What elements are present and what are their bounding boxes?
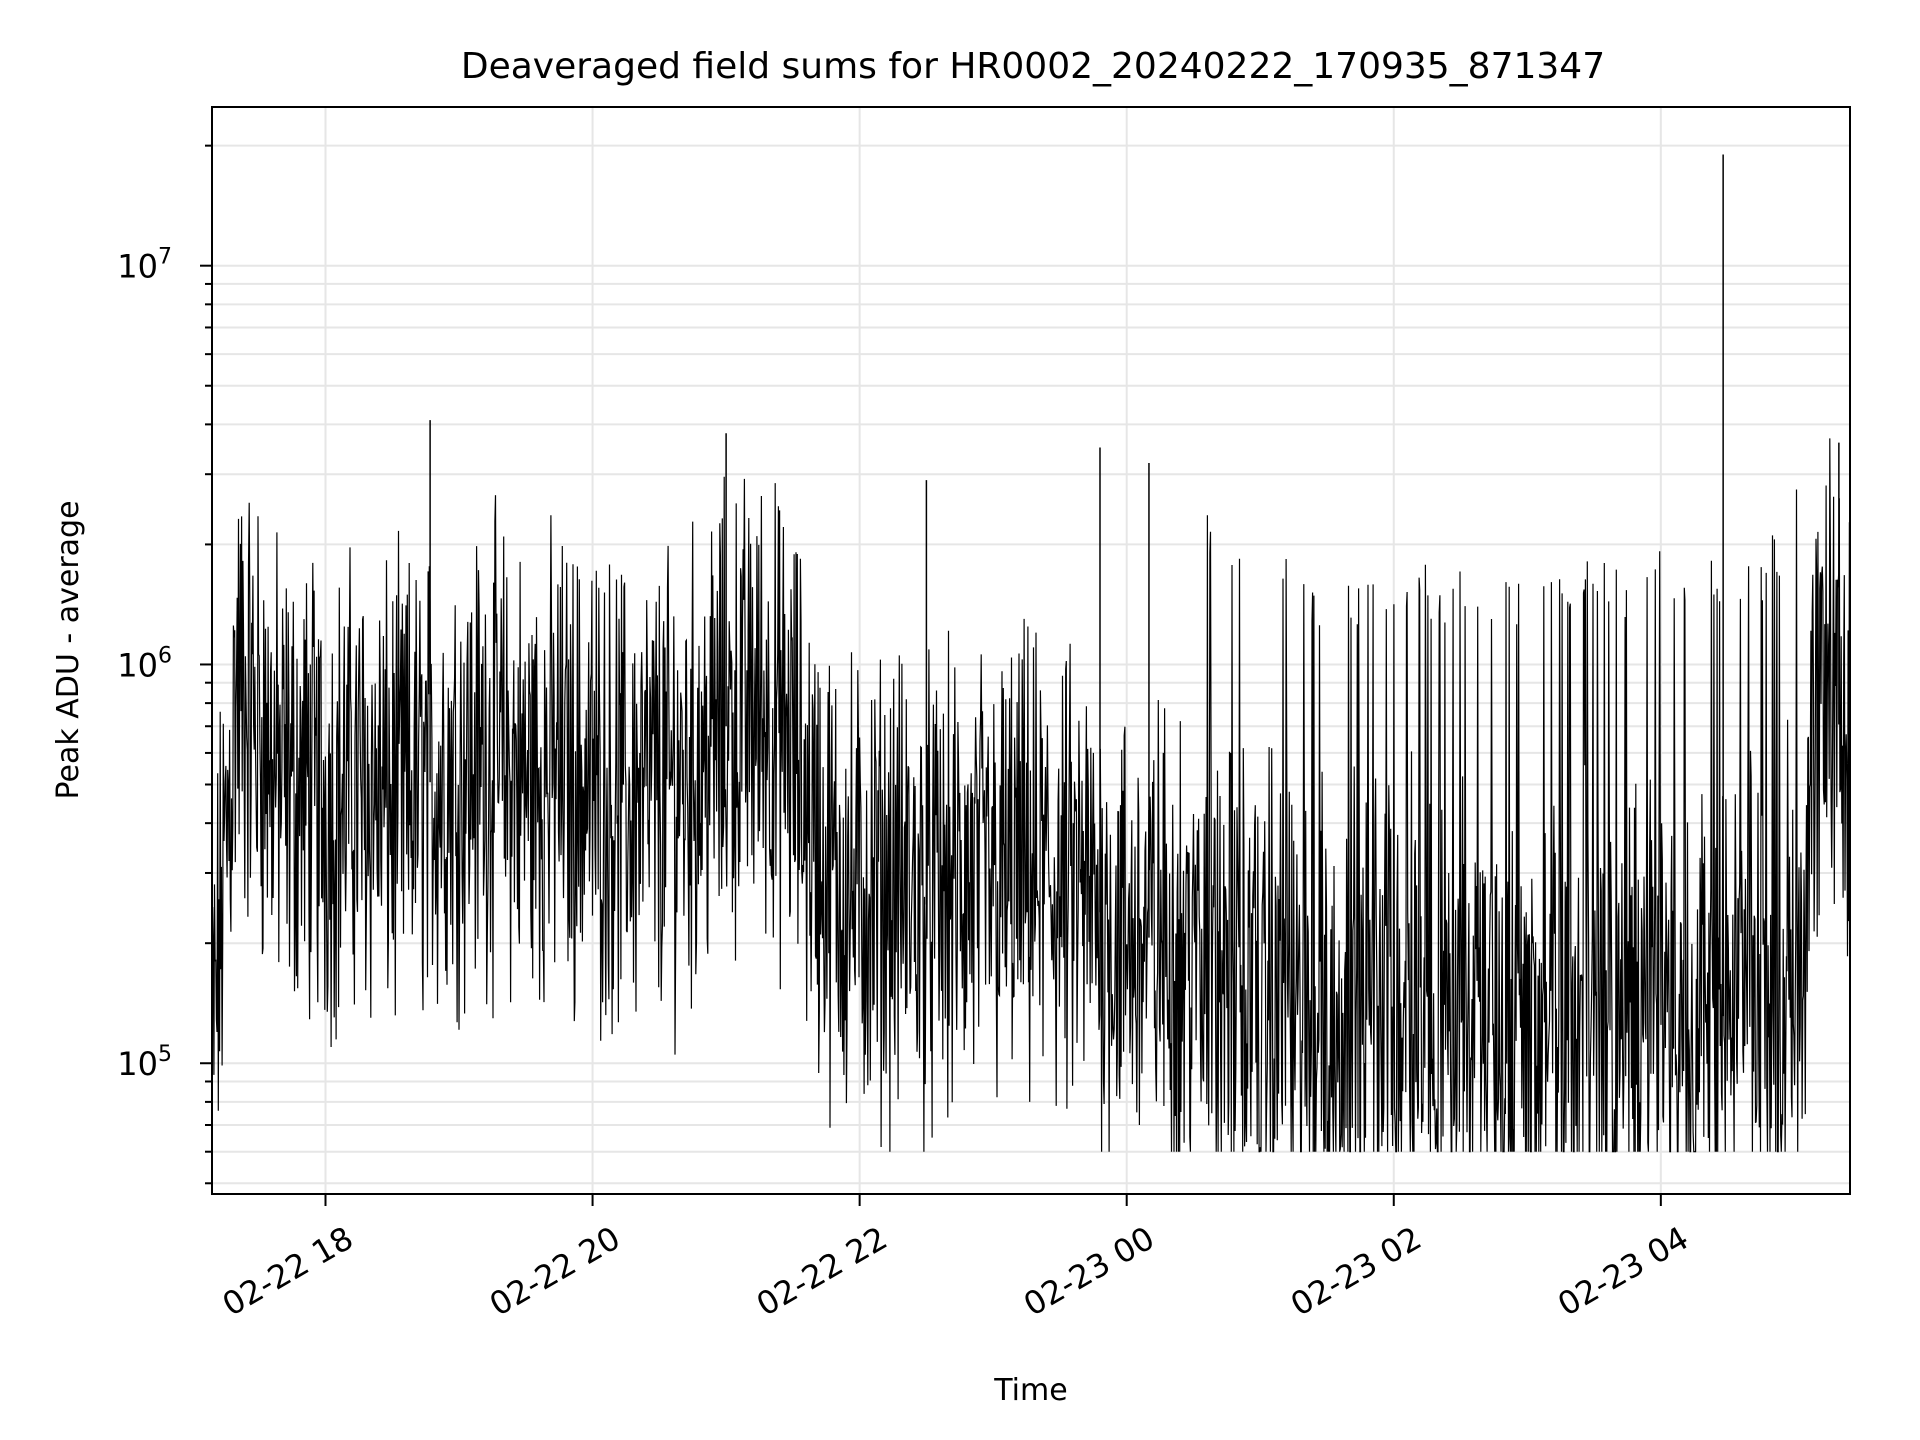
y-tick-label: 107 — [117, 245, 172, 286]
plot-area — [212, 154, 1850, 1153]
series-line — [212, 438, 1850, 1153]
y-tick-label: 106 — [117, 643, 172, 684]
x-axis-label: Time — [993, 1373, 1067, 1408]
series-line-group — [212, 154, 1850, 1153]
y-axis: 105 106 107 — [117, 144, 212, 1185]
y-axis-label: Peak ADU - average — [51, 500, 86, 799]
chart-title: Deaveraged field sums for HR0002_2024022… — [461, 46, 1605, 87]
plot-frame — [211, 106, 1851, 1195]
y-tick-label: 105 — [117, 1042, 172, 1083]
